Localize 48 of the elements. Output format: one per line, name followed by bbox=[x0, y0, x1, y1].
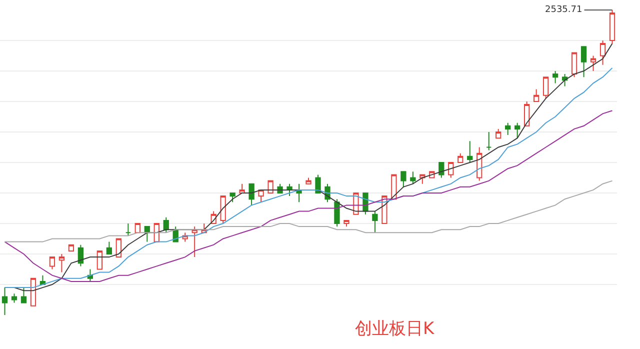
annotation: 2535.71 bbox=[545, 5, 582, 15]
candlestick bbox=[220, 196, 226, 224]
candlestick bbox=[315, 174, 321, 194]
candlestick bbox=[96, 250, 102, 270]
candlestick bbox=[248, 183, 254, 206]
candlestick bbox=[476, 146, 482, 182]
candlestick bbox=[372, 210, 378, 234]
candlestick bbox=[239, 183, 245, 194]
candlestick bbox=[400, 171, 406, 188]
candlestick bbox=[344, 220, 350, 228]
candlestick bbox=[192, 226, 198, 258]
candlestick bbox=[600, 40, 606, 66]
candlestick bbox=[258, 189, 264, 203]
candlestick bbox=[144, 226, 150, 242]
candlestick bbox=[306, 177, 312, 184]
candlestick bbox=[87, 268, 93, 282]
candlestick bbox=[106, 241, 112, 254]
candlestick bbox=[609, 10, 616, 44]
candlestick bbox=[58, 254, 65, 273]
candlestick bbox=[334, 198, 340, 228]
candlestick bbox=[78, 244, 84, 267]
candlestick bbox=[391, 174, 397, 200]
candlestick bbox=[230, 192, 236, 203]
candlestick bbox=[296, 183, 302, 203]
candlestick bbox=[2, 287, 8, 315]
candlestick bbox=[467, 140, 473, 163]
candlestick bbox=[125, 223, 131, 236]
candlestick bbox=[514, 122, 520, 139]
candlestick bbox=[420, 174, 426, 184]
candlestick bbox=[552, 70, 558, 84]
candlestick bbox=[533, 88, 540, 102]
candlestick bbox=[524, 101, 530, 126]
candlestick bbox=[268, 180, 274, 194]
candlestick bbox=[30, 278, 36, 306]
candlestick bbox=[458, 152, 464, 163]
candlestick bbox=[505, 122, 511, 136]
candlestick bbox=[11, 293, 18, 304]
candlestick bbox=[68, 244, 74, 252]
candlestick bbox=[580, 46, 587, 78]
candlestick bbox=[20, 287, 27, 304]
candlestick bbox=[571, 52, 578, 78]
candlestick bbox=[410, 171, 416, 184]
candlestick bbox=[49, 256, 56, 270]
candlestick bbox=[590, 55, 596, 72]
candlestick bbox=[486, 132, 492, 151]
candlestick bbox=[496, 128, 502, 139]
text: 创业板日K bbox=[355, 319, 435, 339]
candlestick bbox=[542, 76, 549, 99]
